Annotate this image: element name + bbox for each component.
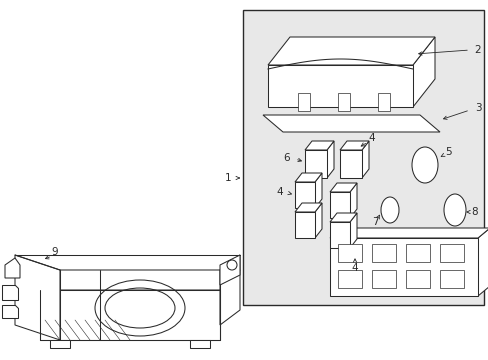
Polygon shape (40, 270, 240, 290)
Polygon shape (477, 228, 488, 296)
Polygon shape (326, 141, 333, 178)
Polygon shape (349, 213, 356, 248)
Polygon shape (190, 340, 209, 348)
Polygon shape (294, 182, 314, 208)
Polygon shape (305, 150, 326, 178)
Polygon shape (243, 10, 483, 305)
Text: 4: 4 (351, 263, 358, 273)
Text: 1: 1 (224, 173, 231, 183)
Polygon shape (5, 258, 20, 278)
Polygon shape (305, 141, 333, 150)
Ellipse shape (411, 147, 437, 183)
Polygon shape (297, 93, 309, 111)
Polygon shape (337, 244, 361, 262)
Polygon shape (267, 37, 434, 65)
Polygon shape (377, 93, 389, 111)
Polygon shape (294, 212, 314, 238)
Polygon shape (349, 183, 356, 218)
Polygon shape (314, 173, 321, 208)
Text: 4: 4 (276, 187, 283, 197)
Polygon shape (314, 203, 321, 238)
Polygon shape (339, 150, 361, 178)
Text: 6: 6 (283, 153, 290, 163)
Polygon shape (50, 340, 70, 348)
Polygon shape (412, 37, 434, 107)
Polygon shape (371, 244, 395, 262)
Polygon shape (439, 244, 463, 262)
Polygon shape (294, 173, 321, 182)
Polygon shape (220, 255, 240, 325)
Polygon shape (263, 115, 439, 132)
Polygon shape (2, 285, 18, 300)
Polygon shape (329, 222, 349, 248)
Polygon shape (371, 270, 395, 288)
Polygon shape (329, 183, 356, 192)
Polygon shape (339, 141, 368, 150)
Polygon shape (405, 270, 429, 288)
Polygon shape (361, 141, 368, 178)
Polygon shape (329, 238, 477, 296)
Polygon shape (337, 93, 349, 111)
Polygon shape (329, 228, 488, 238)
Ellipse shape (443, 194, 465, 226)
Text: 8: 8 (471, 207, 477, 217)
Text: 3: 3 (474, 103, 480, 113)
Polygon shape (329, 213, 356, 222)
Polygon shape (439, 270, 463, 288)
Polygon shape (15, 255, 60, 340)
Polygon shape (405, 244, 429, 262)
Polygon shape (2, 305, 18, 318)
Ellipse shape (380, 197, 398, 223)
Polygon shape (40, 290, 220, 340)
Polygon shape (337, 270, 361, 288)
Polygon shape (220, 255, 240, 285)
Text: 2: 2 (474, 45, 480, 55)
Polygon shape (267, 65, 412, 107)
Polygon shape (294, 203, 321, 212)
Polygon shape (329, 192, 349, 218)
Text: 9: 9 (52, 247, 58, 257)
Text: 7: 7 (371, 217, 378, 227)
Text: 5: 5 (444, 147, 450, 157)
Text: 4: 4 (368, 133, 375, 143)
